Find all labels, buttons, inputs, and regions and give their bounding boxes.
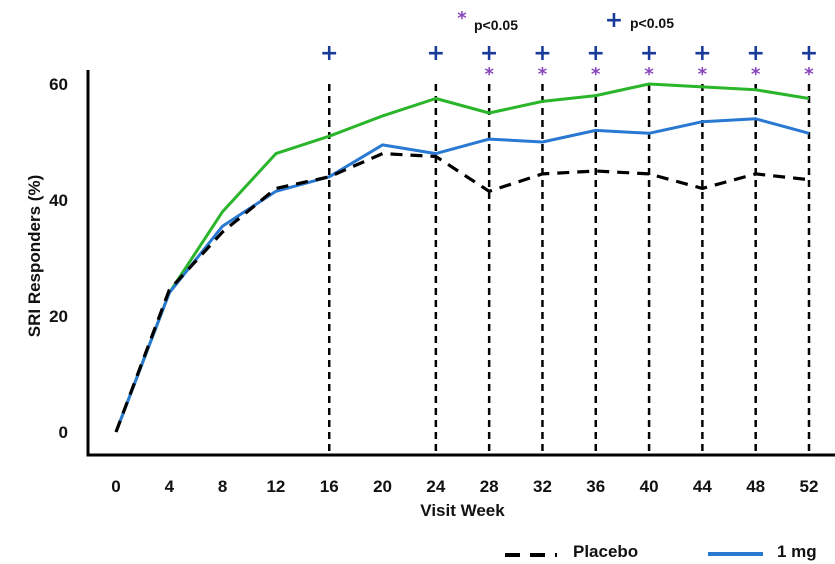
y-axis-title: SRI Responders (%) (25, 175, 44, 337)
x-tick-label: 20 (373, 477, 392, 496)
plus-symbol: + (605, 8, 623, 33)
star-marker: * (804, 64, 814, 85)
plus-marker: + (480, 41, 498, 66)
x-axis-title: Visit Week (420, 501, 505, 520)
legend: Placebo 1 mg (505, 542, 817, 561)
plus-marker: + (320, 41, 338, 66)
y-tick-label: 60 (49, 75, 68, 94)
plus-marker: + (533, 41, 551, 66)
x-tick-label: 28 (480, 477, 499, 496)
x-tick-label: 16 (320, 477, 339, 496)
x-tick-label: 24 (426, 477, 445, 496)
axes (86, 70, 835, 457)
star-marker: * (751, 64, 761, 85)
y-tick-label: 0 (59, 423, 68, 442)
star-marker: * (698, 64, 708, 85)
star-marker: * (538, 64, 548, 85)
star-symbol: * (457, 8, 467, 29)
plus-marker: + (746, 41, 764, 66)
star-marker: * (644, 64, 654, 85)
significance-legend: * p<0.05 + p<0.05 (457, 8, 674, 33)
plus-marker: + (800, 41, 818, 66)
plus-marker: + (640, 41, 658, 66)
plus-label: p<0.05 (630, 15, 674, 31)
x-tick-label: 36 (586, 477, 605, 496)
x-tick-label: 0 (111, 477, 120, 496)
series-lines (114, 82, 810, 433)
significance-markers: + + + + + + + + +* * * * * * * (320, 41, 818, 85)
star-marker: * (591, 64, 601, 85)
y-tick-label: 20 (49, 307, 68, 326)
series-line-series-2 (114, 82, 810, 433)
x-tick-label: 44 (693, 477, 712, 496)
series-line-placebo (114, 152, 810, 433)
x-tick-label: 4 (165, 477, 175, 496)
legend-label-1mg: 1 mg (777, 542, 817, 561)
x-tick-label: 48 (746, 477, 765, 496)
x-tick-label: 8 (218, 477, 227, 496)
star-label: p<0.05 (474, 17, 518, 33)
x-tick-label: 32 (533, 477, 552, 496)
plus-marker: + (427, 41, 445, 66)
legend-label-placebo: Placebo (573, 542, 638, 561)
vertical-markers (327, 84, 811, 455)
plus-marker: + (693, 41, 711, 66)
series-line-1-mg (114, 117, 810, 433)
star-marker: * (484, 64, 494, 85)
x-tick-label: 40 (640, 477, 659, 496)
x-tick-label: 12 (266, 477, 285, 496)
x-tick-label: 52 (800, 477, 819, 496)
plus-marker: + (587, 41, 605, 66)
y-tick-label: 40 (49, 191, 68, 210)
